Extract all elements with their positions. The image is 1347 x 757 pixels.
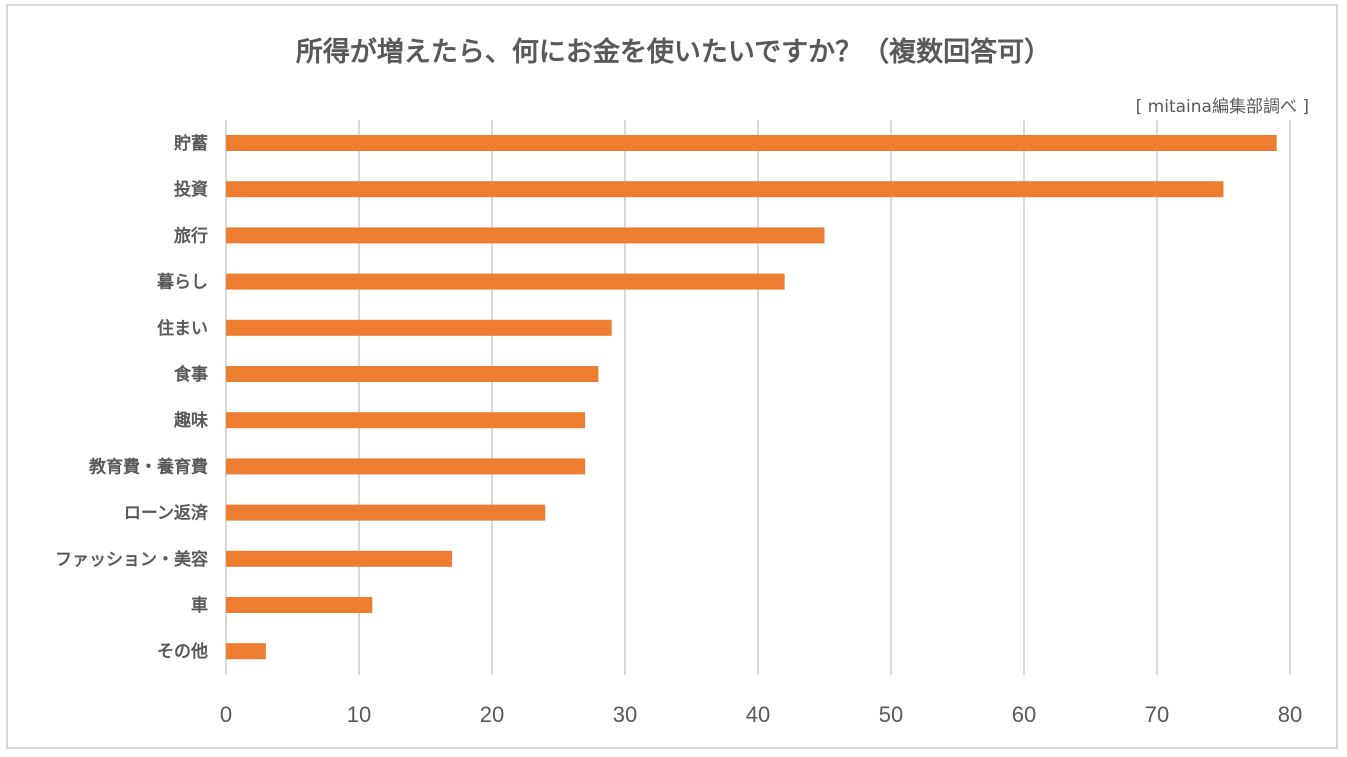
category-label: 住まい xyxy=(157,318,208,339)
x-tick-label: 50 xyxy=(879,702,903,727)
bar xyxy=(226,643,266,660)
bar xyxy=(226,319,612,336)
chart-title: 所得が増えたら、何にお金を使いたいですか？（複数回答可） xyxy=(295,37,1052,68)
category-label: 車 xyxy=(191,595,208,616)
bar xyxy=(226,273,785,290)
x-tick-label: 60 xyxy=(1012,702,1036,727)
category-label: 暮らし xyxy=(156,272,208,293)
bar xyxy=(226,550,453,567)
category-label: その他 xyxy=(157,641,208,662)
category-label: 教育費・養育費 xyxy=(88,456,208,477)
category-label: 投資 xyxy=(174,179,208,200)
x-tick-label: 20 xyxy=(480,702,504,727)
x-tick-label: 0 xyxy=(220,702,232,727)
bar xyxy=(226,504,546,521)
x-tick-label: 40 xyxy=(746,702,770,727)
category-label: 貯蓄 xyxy=(174,133,208,154)
bar xyxy=(226,227,825,244)
bar xyxy=(226,366,599,382)
x-tick-label: 80 xyxy=(1278,702,1302,727)
category-label: ローン返済 xyxy=(124,503,209,524)
category-labels: 貯蓄投資旅行暮らし住まい食事趣味教育費・養育費ローン返済ファッション・美容車その… xyxy=(55,133,209,662)
category-label: 旅行 xyxy=(174,225,208,246)
bar xyxy=(226,412,586,429)
bar xyxy=(226,597,373,613)
source-note: [ mitaina編集部調べ ] xyxy=(1135,97,1309,117)
grid-lines xyxy=(225,120,1291,675)
x-tick-labels: 0 10 20 30 40 50 60 70 80 xyxy=(220,702,1302,727)
bar xyxy=(226,135,1277,151)
x-tick-label: 30 xyxy=(613,702,637,727)
bar xyxy=(226,458,586,475)
bars xyxy=(226,135,1277,660)
category-label: 趣味 xyxy=(173,410,208,431)
x-tick-label: 70 xyxy=(1145,702,1169,727)
category-label: 食事 xyxy=(174,364,208,385)
x-tick-label: 10 xyxy=(347,702,371,727)
category-label: ファッション・美容 xyxy=(55,549,208,570)
bar xyxy=(226,181,1224,198)
